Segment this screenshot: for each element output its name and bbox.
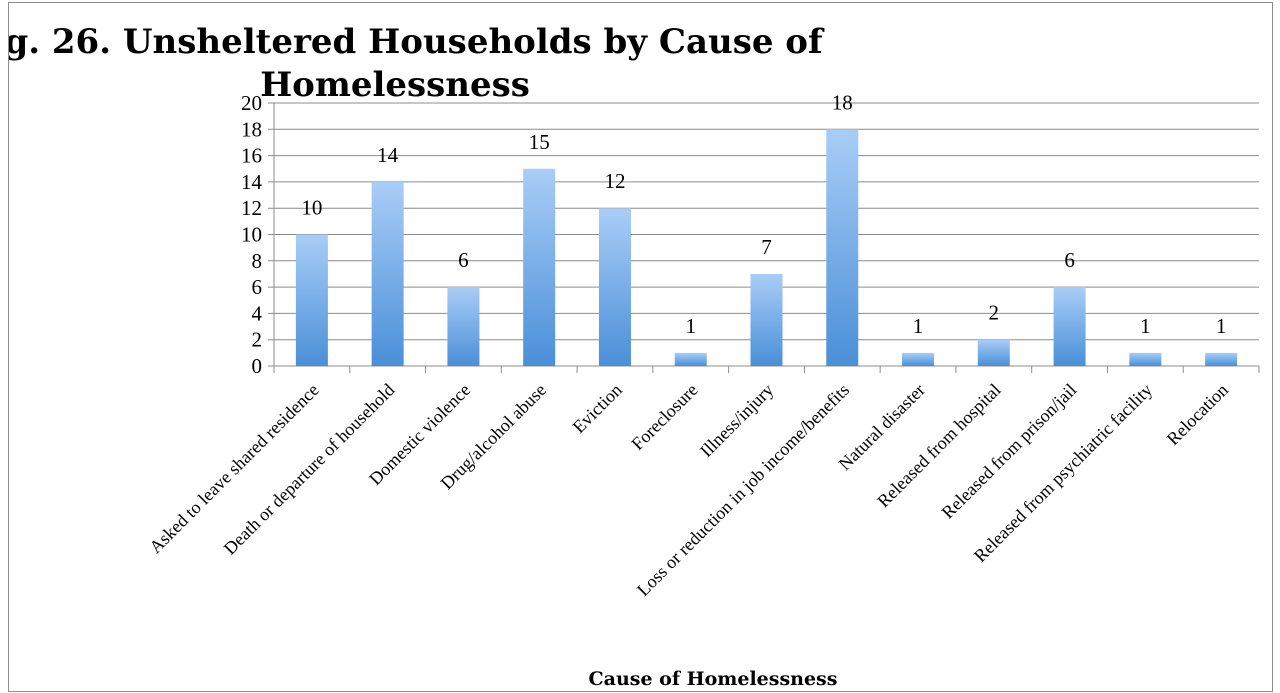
data-label: 15 bbox=[529, 130, 550, 154]
data-label: 1 bbox=[1140, 314, 1151, 338]
bar bbox=[1129, 352, 1162, 366]
bar bbox=[977, 339, 1010, 366]
data-label: 12 bbox=[604, 169, 625, 193]
x-category-label: Foreclosure bbox=[627, 380, 701, 454]
bar bbox=[523, 168, 556, 366]
bar bbox=[674, 352, 707, 366]
bars bbox=[295, 129, 1238, 366]
data-label: 18 bbox=[832, 90, 853, 114]
y-tick-label: 2 bbox=[252, 328, 263, 352]
bar bbox=[902, 352, 935, 366]
data-label: 2 bbox=[989, 301, 1000, 325]
x-category-label: Illness/injury bbox=[696, 380, 777, 461]
chart-title-line-1: Fig. 26. Unsheltered Households by Cause… bbox=[9, 22, 825, 62]
bar bbox=[371, 181, 404, 366]
chart-frame: Fig. 26. Unsheltered Households by Cause… bbox=[8, 2, 1273, 692]
data-label: 10 bbox=[301, 196, 322, 220]
x-category-label: Released from hospital bbox=[873, 380, 1004, 511]
data-label: 14 bbox=[377, 143, 399, 167]
x-axis-title: Cause of Homelessness bbox=[589, 668, 838, 690]
y-tick-label: 20 bbox=[241, 91, 262, 115]
y-tick-label: 0 bbox=[252, 354, 263, 378]
data-label: 1 bbox=[685, 314, 696, 338]
bar bbox=[598, 208, 631, 366]
bar bbox=[1053, 287, 1086, 366]
x-category-label: Relocation bbox=[1163, 380, 1232, 449]
y-tick-label: 14 bbox=[241, 170, 263, 194]
bar bbox=[295, 234, 328, 366]
chart-title-line-2: Homelessness bbox=[260, 65, 530, 105]
data-label: 6 bbox=[1064, 248, 1075, 272]
y-tick-label: 18 bbox=[241, 117, 262, 141]
data-label: 1 bbox=[1216, 314, 1227, 338]
bar-chart: Fig. 26. Unsheltered Households by Cause… bbox=[9, 22, 1260, 690]
bar bbox=[447, 287, 480, 366]
y-tick-label: 8 bbox=[252, 249, 263, 273]
bar bbox=[826, 129, 859, 366]
y-tick-label: 12 bbox=[241, 196, 262, 220]
data-label: 7 bbox=[761, 235, 772, 259]
y-tick-label: 6 bbox=[252, 275, 263, 299]
y-tick-label: 10 bbox=[241, 223, 262, 247]
data-label: 6 bbox=[458, 248, 469, 272]
y-tick-label: 4 bbox=[252, 301, 263, 325]
gridlines bbox=[268, 102, 1260, 373]
data-label: 1 bbox=[913, 314, 924, 338]
x-category-label: Released from prison/jail bbox=[938, 380, 1081, 523]
bar bbox=[750, 273, 783, 366]
bar bbox=[1205, 352, 1238, 366]
y-tick-label: 16 bbox=[241, 144, 262, 168]
x-category-label: Eviction bbox=[569, 380, 626, 437]
